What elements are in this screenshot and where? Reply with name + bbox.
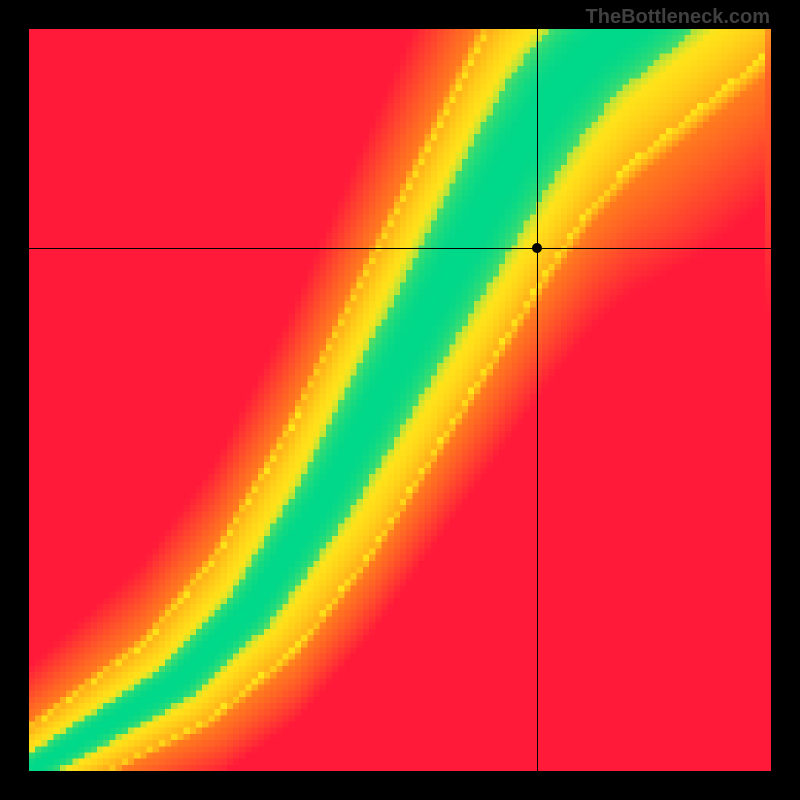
heatmap-canvas [29,29,771,771]
watermark-text: TheBottleneck.com [586,6,770,29]
crosshair-marker [532,243,542,253]
crosshair-horizontal [29,248,771,249]
plot-area [29,29,771,771]
chart-container: TheBottleneck.com [0,0,800,800]
crosshair-vertical [537,29,538,771]
